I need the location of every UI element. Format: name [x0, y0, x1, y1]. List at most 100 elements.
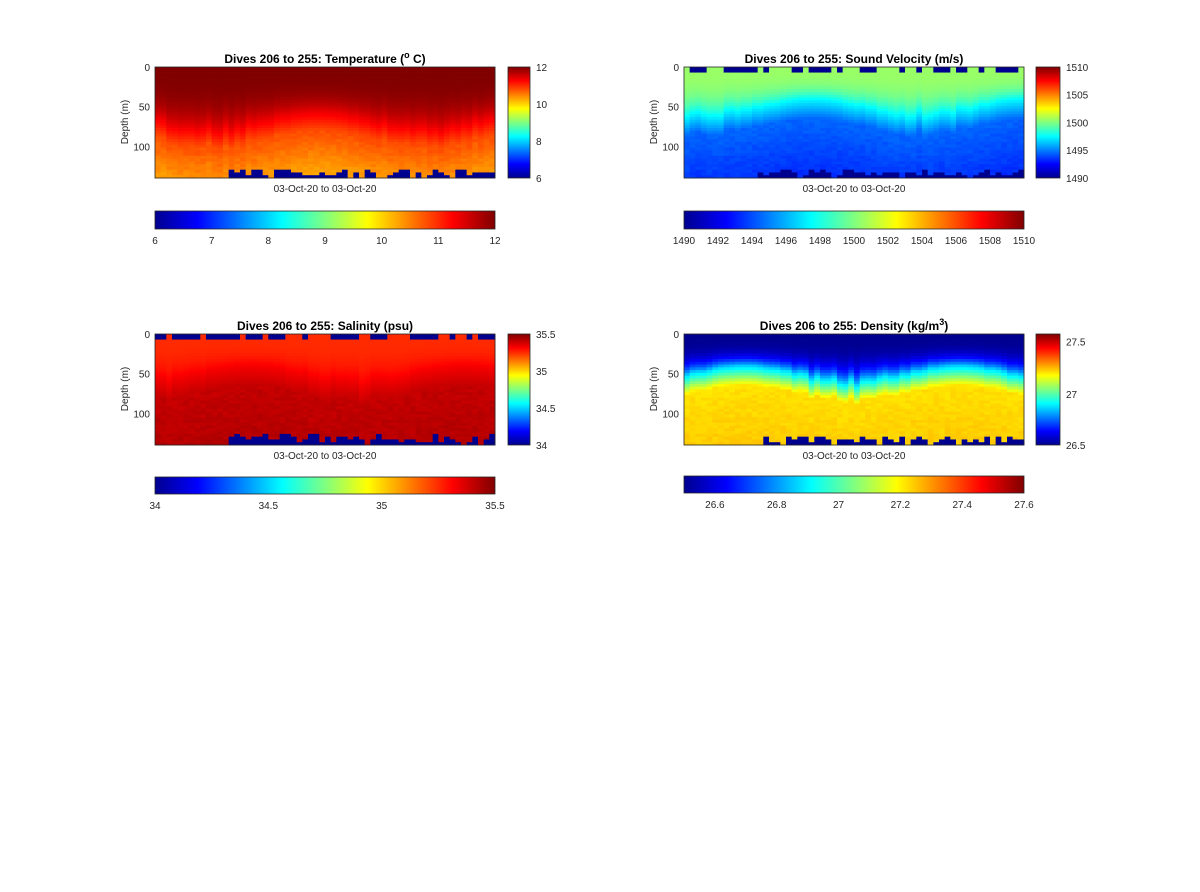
heatmap-cell: [183, 166, 190, 171]
heatmap-cell: [359, 172, 366, 176]
heatmap-cell: [194, 103, 201, 107]
heatmap-cell: [393, 97, 400, 101]
heatmap-cell: [1007, 75, 1014, 79]
heatmap-cell: [240, 83, 247, 87]
heatmap-cell: [217, 78, 224, 82]
heatmap-cell: [723, 169, 730, 173]
heatmap-cell: [939, 141, 946, 146]
heatmap-cell: [206, 119, 213, 123]
heatmap-cell: [217, 169, 224, 173]
heatmap-cell: [268, 125, 275, 129]
heatmap-cell: [268, 128, 275, 132]
heatmap-cell: [984, 78, 991, 82]
heatmap-cell: [228, 128, 235, 132]
heatmap-cell: [347, 161, 354, 165]
heatmap-cell: [461, 100, 468, 104]
heatmap-cell: [791, 144, 798, 148]
heatmap-cell: [183, 172, 190, 176]
heatmap-cell: [791, 153, 798, 157]
heatmap-cell: [455, 125, 462, 129]
heatmap-cell: [1018, 166, 1025, 171]
heatmap-cell: [916, 89, 923, 93]
heatmap-cell: [701, 161, 708, 165]
heatmap-cell: [944, 75, 951, 79]
heatmap-cell: [228, 86, 235, 90]
heatmap-cell: [296, 78, 303, 82]
heatmap-cell: [166, 389, 173, 393]
heatmap-cell: [797, 103, 804, 107]
heatmap-cell: [837, 164, 844, 168]
heatmap-cell: [160, 347, 167, 352]
heatmap-cell: [927, 130, 934, 134]
heatmap-cell: [461, 111, 468, 115]
heatmap-cell: [472, 150, 479, 154]
heatmap-cell: [160, 336, 167, 340]
heatmap-cell: [398, 97, 405, 101]
heatmap-cell: [398, 75, 405, 79]
heatmap-cell: [729, 147, 736, 151]
heatmap-cell: [166, 375, 173, 379]
heatmap-cell: [871, 169, 878, 173]
heatmap-cell: [376, 114, 383, 118]
heatmap-cell: [808, 153, 815, 157]
heatmap-cell: [967, 97, 974, 101]
heatmap-cell: [825, 158, 832, 162]
heatmap-cell: [1001, 144, 1008, 148]
heatmap-cell: [905, 125, 912, 129]
heatmap-cell: [735, 83, 742, 87]
heatmap-cell: [763, 69, 770, 73]
heatmap-cell: [177, 91, 184, 96]
heatmap-cell: [189, 150, 196, 154]
heatmap-cell: [466, 169, 473, 173]
heatmap-cell: [438, 89, 445, 93]
heatmap-cell: [984, 116, 991, 121]
heatmap-cell: [387, 141, 394, 146]
heatmap-cell: [461, 136, 468, 140]
heatmap-cell: [438, 103, 445, 107]
heatmap-cell: [757, 166, 764, 171]
heatmap-cell: [854, 155, 861, 159]
heatmap-cell: [757, 128, 764, 132]
heatmap-cell: [859, 72, 866, 76]
heatmap-cell: [848, 128, 855, 132]
heatmap-cell: [944, 69, 951, 73]
heatmap-cell: [899, 141, 906, 146]
heatmap-cell: [859, 83, 866, 87]
heatmap-cell: [489, 75, 496, 79]
heatmap-cell: [160, 111, 167, 115]
heatmap-cell: [689, 155, 696, 159]
heatmap-cell: [279, 164, 286, 168]
heatmap-cell: [939, 153, 946, 157]
heatmap-cell: [415, 105, 422, 110]
heatmap-cell: [166, 356, 173, 360]
heatmap-cell: [466, 80, 473, 85]
heatmap-cell: [279, 128, 286, 132]
heatmap-cell: [432, 158, 439, 162]
heatmap-cell: [291, 125, 298, 129]
heatmap-cell: [893, 144, 900, 148]
heatmap-cell: [927, 169, 934, 173]
heatmap-cell: [718, 130, 725, 134]
heatmap-cell: [814, 147, 821, 151]
heatmap-cell: [342, 119, 349, 123]
heatmap-cell: [888, 111, 895, 115]
heatmap-cell: [444, 72, 451, 76]
heatmap-cell: [279, 116, 286, 121]
heatmap-cell: [882, 86, 889, 90]
heatmap-cell: [769, 89, 776, 93]
heatmap-cell: [740, 169, 747, 173]
heatmap-cell: [183, 139, 190, 143]
heatmap-cell: [160, 72, 167, 76]
heatmap-cell: [359, 116, 366, 121]
heatmap-cell: [803, 114, 810, 118]
heatmap-cell: [245, 128, 252, 132]
heatmap-cell: [831, 153, 838, 157]
heatmap-cell: [831, 103, 838, 107]
heatmap-cell: [927, 141, 934, 146]
heatmap-cell: [780, 144, 787, 148]
heatmap-cell: [308, 67, 315, 71]
heatmap-cell: [449, 130, 456, 134]
heatmap-cell: [155, 428, 162, 432]
heatmap-cell: [780, 94, 787, 98]
heatmap-cell: [961, 78, 968, 82]
